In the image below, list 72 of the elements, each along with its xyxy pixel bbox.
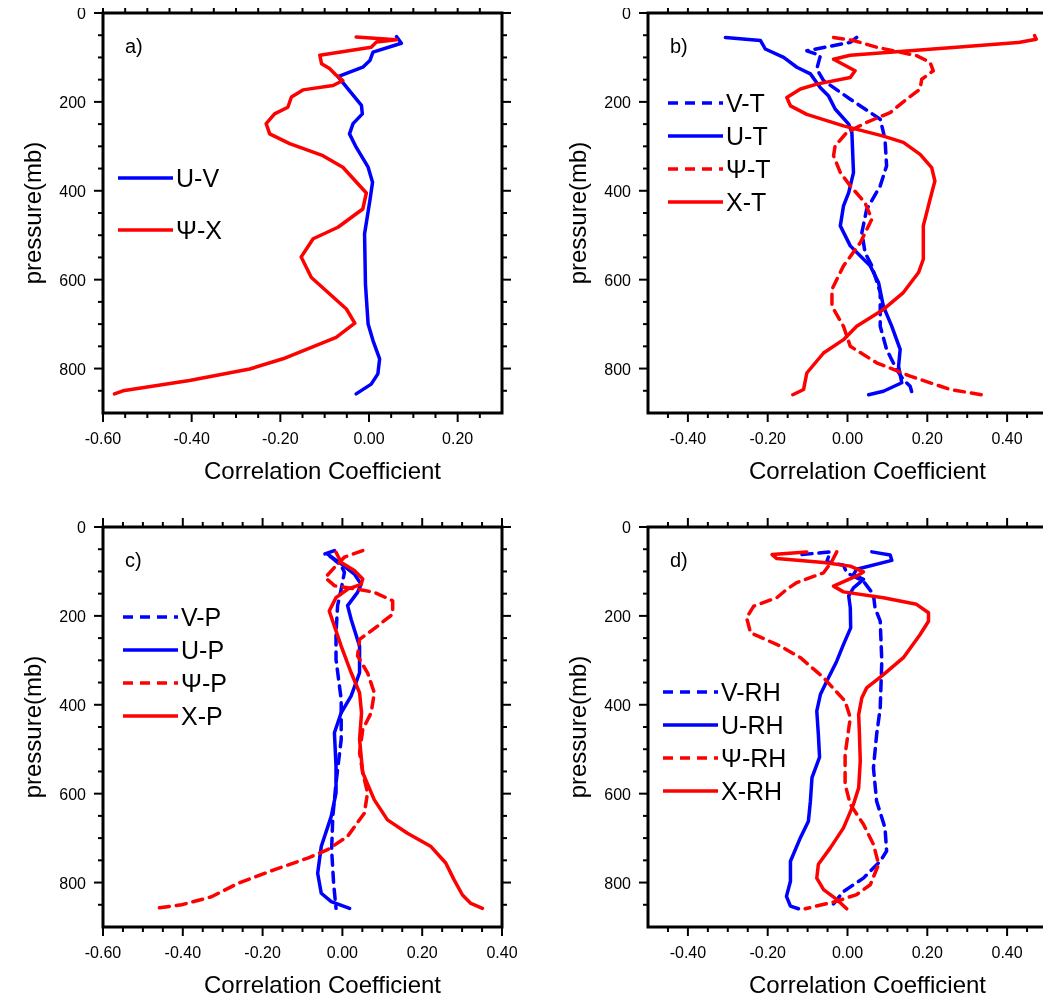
legend-label: X-RH xyxy=(721,777,783,805)
line-series xyxy=(785,33,1038,397)
legend-label: V-T xyxy=(726,89,765,117)
line-series xyxy=(784,550,894,911)
y-tick-label: 800 xyxy=(604,874,632,892)
y-tick-label: 200 xyxy=(59,93,87,111)
legend-label: Ψ-P xyxy=(181,669,227,697)
y-tick-label: 200 xyxy=(604,93,632,111)
legend-label: U-P xyxy=(181,636,225,664)
y-tick-label: 0 xyxy=(622,519,632,536)
x-tick-label: -0.40 xyxy=(669,944,707,961)
y-tick-label: 800 xyxy=(59,874,87,892)
y-tick-label: 400 xyxy=(59,696,87,714)
y-tick-label: 600 xyxy=(604,271,632,289)
x-tick-label: 0.40 xyxy=(486,944,518,961)
x-tick-label: -0.60 xyxy=(84,430,122,447)
y-axis-title: pressure(mb) xyxy=(564,655,591,799)
y-tick-label: 0 xyxy=(622,5,632,22)
y-tick-label: 600 xyxy=(59,785,87,803)
x-tick-label: 0.00 xyxy=(831,430,864,447)
y-tick-label: 400 xyxy=(604,696,632,714)
y-tick-label: 600 xyxy=(59,271,87,289)
y-tick-label: 0 xyxy=(77,5,87,22)
legend-label: V-P xyxy=(181,603,222,631)
x-tick-label: -0.20 xyxy=(749,430,787,447)
legend-label: U-T xyxy=(726,122,768,150)
text: b) xyxy=(670,35,688,57)
y-tick-label: 800 xyxy=(604,360,632,378)
y-tick-label: 200 xyxy=(604,607,632,625)
x-tick-label: -0.20 xyxy=(244,944,281,961)
y-axis-title: pressure(mb) xyxy=(564,141,591,285)
y-tick-label: 0 xyxy=(77,519,87,536)
x-axis-title: Correlation Coefficient xyxy=(203,457,442,484)
x-tick-label: -0.40 xyxy=(173,430,210,447)
x-tick-label: 0.40 xyxy=(991,944,1023,961)
y-axis-title: pressure(mb) xyxy=(19,655,46,799)
x-tick-label: 0.20 xyxy=(911,430,943,447)
text: a) xyxy=(125,35,143,57)
x-axis-title: Correlation Coefficient xyxy=(748,457,987,484)
x-tick-label: 0.40 xyxy=(991,430,1023,447)
text: d) xyxy=(670,549,688,571)
x-tick-label: 0.00 xyxy=(353,430,385,447)
legend-label: X-T xyxy=(726,188,767,216)
legend-label: U-RH xyxy=(721,711,784,739)
y-tick-label: 600 xyxy=(604,785,632,803)
x-tick-label: -0.60 xyxy=(84,944,122,961)
x-tick-label: -0.20 xyxy=(749,944,787,961)
x-tick-label: 0.20 xyxy=(442,430,474,447)
x-tick-label: 0.20 xyxy=(911,944,943,961)
legend-label: V-RH xyxy=(721,678,781,706)
line-series xyxy=(112,35,399,396)
line-series xyxy=(336,34,404,396)
y-axis-title: pressure(mb) xyxy=(19,141,46,285)
x-tick-label: 0.00 xyxy=(831,944,864,961)
text: c) xyxy=(125,549,142,571)
x-tick-label: -0.20 xyxy=(262,430,299,447)
legend-label: X-P xyxy=(181,702,223,730)
legend-label: Ψ-T xyxy=(726,155,771,183)
x-axis-title: Correlation Coefficient xyxy=(748,971,987,998)
legend-label: Ψ-X xyxy=(176,216,223,244)
legend-label: Ψ-RH xyxy=(721,744,787,772)
x-tick-label: 0.00 xyxy=(326,944,359,961)
legend-label: U-V xyxy=(176,164,220,192)
y-tick-label: 200 xyxy=(59,607,87,625)
x-tick-label: -0.40 xyxy=(669,430,707,447)
y-tick-label: 800 xyxy=(59,360,87,378)
x-axis-title: Correlation Coefficient xyxy=(203,971,442,998)
y-tick-label: 400 xyxy=(59,182,87,200)
x-tick-label: -0.40 xyxy=(164,944,202,961)
y-tick-label: 400 xyxy=(604,182,632,200)
line-series xyxy=(315,552,363,911)
x-tick-label: 0.20 xyxy=(406,944,438,961)
